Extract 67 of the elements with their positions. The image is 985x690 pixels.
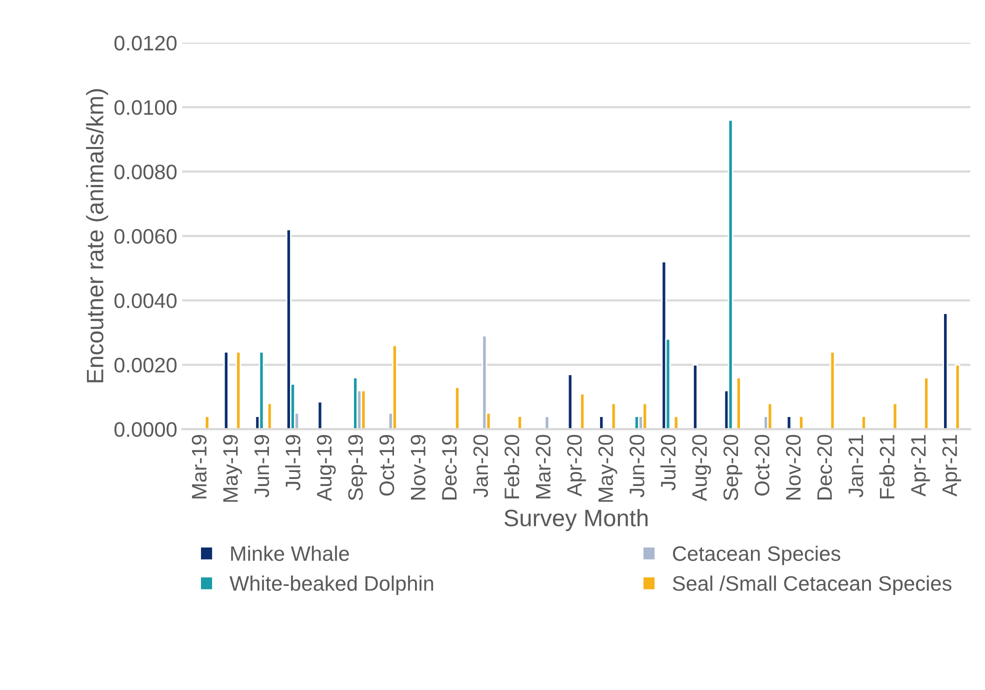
y-tick-label: 0.0100 <box>114 100 177 115</box>
bar <box>767 402 773 430</box>
bar <box>692 364 698 430</box>
bar <box>610 402 616 430</box>
bar <box>223 351 229 430</box>
bar <box>317 401 323 430</box>
x-axis-title: Survey Month <box>504 509 648 532</box>
x-tick-label: Feb-21 <box>879 435 895 498</box>
bar <box>954 364 960 430</box>
bar <box>266 402 272 430</box>
x-tick-label: Sep-20 <box>723 434 742 500</box>
x-tick-label: May-20 <box>598 434 618 502</box>
bar <box>517 416 523 430</box>
x-tick-label: Aug-20 <box>692 434 712 502</box>
bar <box>673 416 679 430</box>
x-tick-label: May-19 <box>223 435 242 502</box>
legend-label: Cetacean Species <box>672 546 840 566</box>
bar <box>482 335 488 430</box>
x-tick-label: Jun-19 <box>254 435 270 498</box>
x-tick-label: Apr-21 <box>911 435 930 497</box>
y-tick-label: 0.0040 <box>114 293 177 308</box>
y-tick-label: 0.0080 <box>114 164 177 180</box>
x-tick-label: Feb-20 <box>504 434 520 498</box>
x-tick-label: Mar-20 <box>536 434 551 498</box>
legend-label: White-beaked Dolphin <box>230 576 434 595</box>
bar <box>236 351 242 430</box>
bar <box>642 402 648 430</box>
x-tick-label: Jan-21 <box>848 435 864 498</box>
legend-label: Seal /Small Cetacean Species <box>672 576 952 595</box>
x-tick-label: Jun-20 <box>630 434 644 498</box>
x-tick-label: Oct-20 <box>754 434 770 496</box>
x-tick-label: Jul-19 <box>285 435 300 490</box>
legend-label: Minke Whale <box>231 546 349 562</box>
bar <box>286 228 292 430</box>
x-tick-label: Jul-20 <box>660 434 676 490</box>
x-tick-label: Mar-19 <box>192 435 207 498</box>
x-tick-label: Apr-21 <box>942 435 962 497</box>
bar <box>736 376 742 430</box>
bar <box>454 386 460 430</box>
bar <box>567 374 573 430</box>
bar <box>360 390 366 430</box>
x-tick-label: Nov-19 <box>410 435 426 500</box>
x-tick-label: Nov-20 <box>786 434 801 500</box>
bar <box>798 416 804 430</box>
bar <box>204 416 210 430</box>
x-tick-label: Jan-20 <box>473 434 488 498</box>
y-tick-label: 0.0020 <box>114 358 177 373</box>
y-tick-label: 0.0000 <box>114 422 177 437</box>
bar <box>830 351 836 430</box>
bar <box>942 312 948 430</box>
bar <box>924 376 930 430</box>
bar <box>598 416 604 430</box>
y-tick-label: 0.0120 <box>114 36 177 51</box>
x-tick-label: Aug-19 <box>316 435 336 502</box>
y-tick-label: 0.0060 <box>114 228 177 244</box>
bar <box>661 261 667 430</box>
x-tick-label: Apr-20 <box>567 434 586 497</box>
bar <box>258 351 264 430</box>
bar <box>861 416 866 430</box>
x-tick-label: Sep-19 <box>348 435 368 500</box>
x-tick-label: Dec-20 <box>817 434 832 500</box>
bar <box>580 393 586 430</box>
x-tick-label: Oct-19 <box>379 435 394 496</box>
x-tick-label: Dec-19 <box>442 435 457 500</box>
bar <box>392 344 398 430</box>
y-axis-title: Encoutner rate (animals/km) <box>86 89 108 382</box>
bar <box>728 119 734 430</box>
